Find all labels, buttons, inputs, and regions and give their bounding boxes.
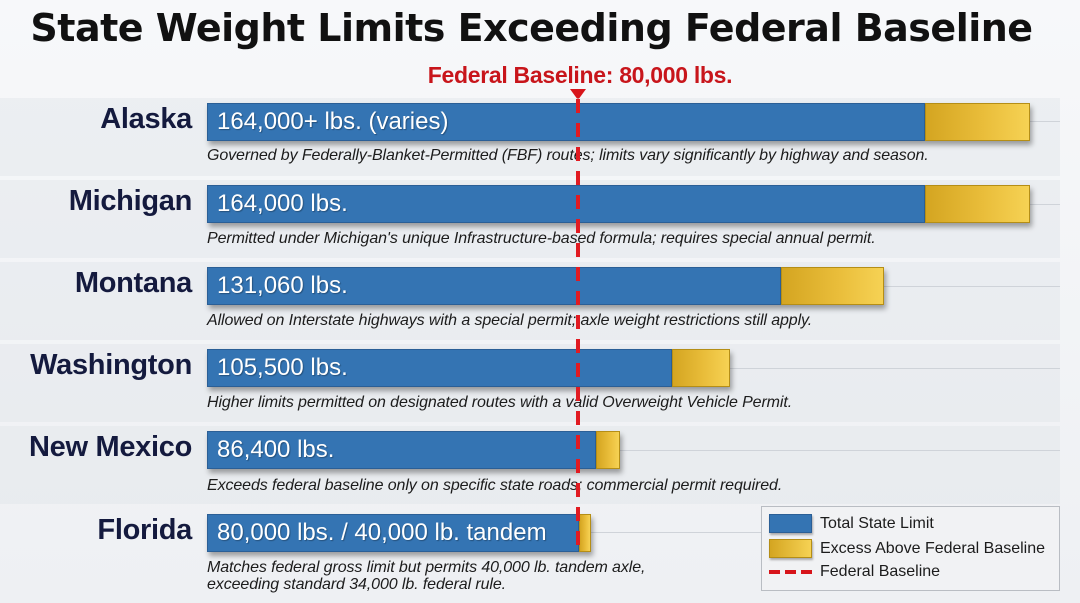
legend-dashed-line-icon xyxy=(769,570,812,574)
bar-florida[interactable]: 80,000 lbs. / 40,000 lb. tandem xyxy=(207,514,591,552)
baseline-line xyxy=(576,99,580,554)
bar-total-segment: 164,000+ lbs. (varies) xyxy=(207,103,925,141)
bar-total-segment: 131,060 lbs. xyxy=(207,267,781,305)
legend-item-total: Total State Limit xyxy=(769,514,934,533)
state-label-washington: Washington xyxy=(30,349,192,381)
baseline-arrow-icon xyxy=(570,89,586,100)
bar-total-segment: 105,500 lbs. xyxy=(207,349,672,387)
gridline xyxy=(207,450,1060,451)
bar-alaska[interactable]: 164,000+ lbs. (varies) xyxy=(207,103,1030,141)
baseline-label: Federal Baseline: 80,000 lbs. xyxy=(427,62,733,88)
bar-total-segment: 86,400 lbs. xyxy=(207,431,596,469)
bar-total-segment: 80,000 lbs. / 40,000 lb. tandem xyxy=(207,514,579,552)
note-florida: Matches federal gross limit but permits … xyxy=(207,559,646,593)
legend-swatch-gold xyxy=(769,539,812,558)
legend: Total State Limit Excess Above Federal B… xyxy=(761,506,1060,591)
chart-title: State Weight Limits Exceeding Federal Ba… xyxy=(30,6,1033,50)
legend-label: Excess Above Federal Baseline xyxy=(820,539,1046,557)
state-label-michigan: Michigan xyxy=(68,185,193,217)
state-label-montana: Montana xyxy=(74,267,192,299)
bar-excess-segment xyxy=(781,267,884,305)
bar-new-mexico[interactable]: 86,400 lbs. xyxy=(207,431,620,469)
note-washington: Higher limits permitted on designated ro… xyxy=(207,394,793,411)
state-label-florida: Florida xyxy=(97,514,192,546)
gridline xyxy=(207,532,1060,533)
legend-label: Total State Limit xyxy=(820,514,934,532)
legend-label: Federal Baseline xyxy=(820,563,941,580)
bar-excess-segment xyxy=(925,103,1030,141)
bar-excess-segment xyxy=(579,514,591,552)
note-montana: Allowed on Interstate highways with a sp… xyxy=(207,312,813,329)
bar-excess-segment xyxy=(596,431,620,469)
note-michigan: Permitted under Michigan's unique Infras… xyxy=(207,230,876,247)
bar-montana[interactable]: 131,060 lbs. xyxy=(207,267,884,305)
state-label-alaska: Alaska xyxy=(100,103,192,135)
legend-item-excess: Excess Above Federal Baseline xyxy=(769,539,1045,558)
bar-excess-segment xyxy=(925,185,1030,223)
bar-excess-segment xyxy=(672,349,730,387)
legend-item-baseline: Federal Baseline xyxy=(769,563,940,581)
note-alaska: Governed by Federally-Blanket-Permitted … xyxy=(207,147,929,164)
note-new-mexico: Exceeds federal baseline only on specifi… xyxy=(207,477,783,494)
bar-washington[interactable]: 105,500 lbs. xyxy=(207,349,730,387)
state-label-new-mexico: New Mexico xyxy=(29,431,192,463)
legend-swatch-blue xyxy=(769,514,812,533)
bar-total-segment: 164,000 lbs. xyxy=(207,185,925,223)
bar-michigan[interactable]: 164,000 lbs. xyxy=(207,185,1030,223)
